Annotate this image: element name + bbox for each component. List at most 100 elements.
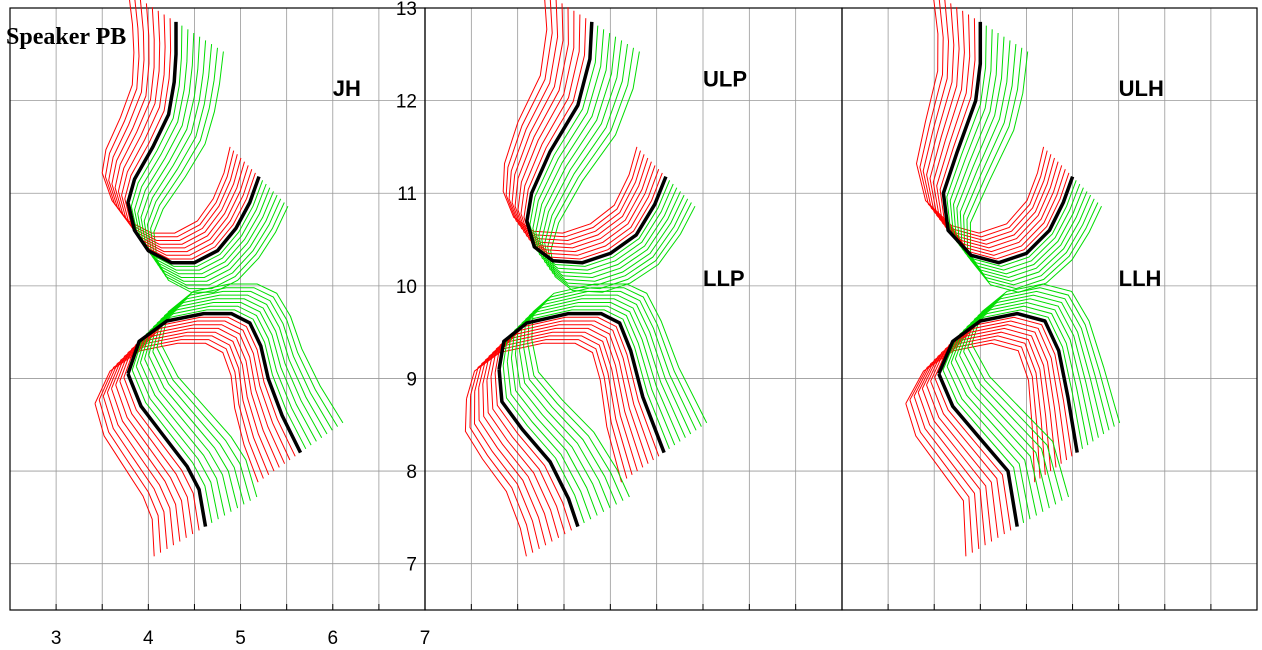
series-red-line [464, 398, 527, 557]
panel-right: ULH LLH [841, 0, 1258, 611]
x-tick-label: 7 [420, 628, 431, 649]
series-red-line [917, 392, 986, 546]
series-green-line [135, 366, 219, 520]
series-red-line [934, 377, 1012, 531]
series-red-line [502, 0, 638, 234]
series-red-line [124, 18, 256, 260]
series-red-line [494, 372, 572, 531]
series-red-line [520, 14, 660, 256]
series-red-line [482, 327, 644, 468]
series-green-line [532, 29, 674, 271]
series-black-line [941, 21, 1075, 265]
series-green-line [950, 301, 1094, 442]
panels: 3 4 5 6 7 JH 7 8 9 10 11 12 13 ULP LLP ULH LLH [9, 0, 1258, 649]
series-red-line [102, 395, 168, 549]
series-red-line [123, 377, 200, 531]
series-red-line [926, 324, 1062, 464]
series-green-line [535, 32, 678, 275]
series-red-line [115, 384, 187, 538]
series-red-line [517, 10, 656, 253]
axes-frame [9, 7, 426, 611]
series-black-line [126, 373, 208, 527]
series-green-line [152, 351, 245, 505]
series-green-line [971, 283, 1121, 424]
series-red-line [508, 0, 645, 242]
series-black-line [937, 373, 1019, 527]
series-green-line [514, 354, 605, 512]
series-green-line [942, 369, 1025, 523]
series-red-line [469, 395, 534, 553]
series-green-line [152, 290, 333, 431]
series-red-line [514, 7, 652, 249]
series-red-line [511, 3, 649, 245]
series-green-line [519, 294, 692, 435]
series-green-line [963, 290, 1110, 431]
series-green-line [954, 298, 1099, 438]
series-red-line [482, 383, 553, 542]
series-green-line [139, 302, 317, 442]
series-red-line [486, 324, 649, 464]
series-green-line [966, 47, 1099, 290]
series-red-line [119, 381, 194, 535]
series-red-line [474, 335, 633, 475]
series-red-line [490, 376, 566, 535]
y-tick-label: 11 [397, 184, 417, 205]
series-black-line [126, 311, 303, 454]
series-green-line [541, 40, 685, 282]
series-green-line [967, 347, 1063, 501]
series-green-line [946, 25, 1077, 267]
series-red-line [921, 327, 1057, 468]
series-green-line [519, 350, 611, 509]
series-red-line [478, 387, 547, 546]
series-red-line [917, 331, 1052, 472]
series-green-line [950, 362, 1037, 516]
panel-label-llp: LLP [703, 266, 745, 291]
series-green-line [531, 283, 708, 424]
series-red-line [505, 0, 641, 238]
series-green-line [954, 358, 1044, 512]
series-green-line [527, 343, 624, 501]
series-green-line [523, 346, 617, 505]
series-red-line [121, 14, 253, 256]
series-green-line [144, 358, 232, 512]
series-red-line [486, 380, 560, 538]
series-green-line [538, 36, 681, 279]
series-red-line [478, 331, 638, 472]
series-green-line [946, 366, 1031, 520]
y-tick-label: 7 [406, 555, 417, 576]
series-green-line [971, 343, 1069, 498]
series-red-line [117, 10, 249, 253]
series-red-line [922, 0, 1052, 242]
series-red-line [111, 388, 181, 542]
series-red-line [111, 3, 242, 245]
series-red-line [119, 320, 291, 461]
figure-title: Speaker PB [6, 24, 126, 50]
series-green-line [547, 47, 692, 290]
series-green-line [523, 290, 697, 431]
series-green-line [139, 362, 226, 516]
series-red-line [905, 403, 967, 557]
series-green-line [502, 365, 585, 524]
y-tick-label: 12 [396, 92, 417, 113]
series-green-line [135, 305, 312, 446]
series-red-line [909, 399, 973, 553]
series-black-line [126, 21, 261, 265]
series-green-line [148, 294, 328, 435]
series-green-line [156, 287, 339, 427]
axes-frame [841, 7, 1258, 611]
y-tick-label: 9 [406, 369, 417, 390]
series-black-line [497, 311, 666, 454]
panel-label-jh: JH [333, 76, 361, 101]
series-black-line [937, 311, 1079, 453]
series-red-line [473, 391, 540, 550]
series-red-line [466, 342, 622, 483]
series-green-line [959, 355, 1050, 509]
series-green-line [529, 25, 671, 267]
series-red-line [98, 399, 162, 553]
series-red-line [930, 381, 1005, 535]
series-red-line [108, 0, 238, 241]
series-red-line [470, 339, 628, 479]
series-red-line [913, 395, 980, 549]
y-tick-label: 13 [396, 0, 417, 20]
series-green-line [156, 347, 251, 501]
